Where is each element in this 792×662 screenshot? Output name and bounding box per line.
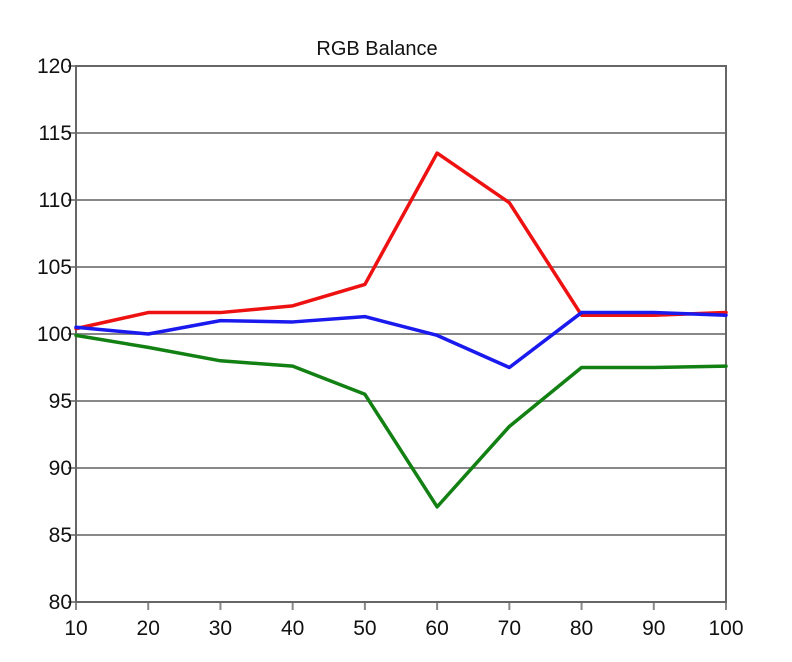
y-tick-label: 115 bbox=[39, 122, 72, 145]
y-tick-label: 80 bbox=[49, 591, 72, 614]
y-tick-label: 85 bbox=[49, 524, 72, 547]
y-tick-label: 95 bbox=[49, 390, 72, 413]
y-tick-label: 100 bbox=[37, 323, 72, 346]
chart-title: RGB Balance bbox=[316, 38, 437, 60]
x-tick-label: 30 bbox=[209, 617, 232, 640]
y-tick-label: 110 bbox=[39, 189, 72, 212]
x-tick-label: 20 bbox=[137, 617, 160, 640]
y-tick-label: 90 bbox=[49, 457, 72, 480]
x-axis-tick-labels: 10 20 30 40 50 60 70 80 90 100 bbox=[64, 617, 743, 640]
red-series-line bbox=[74, 151, 728, 331]
y-tick-label: 105 bbox=[37, 256, 72, 279]
grid-lines bbox=[68, 65, 727, 610]
x-tick-label: 100 bbox=[708, 617, 743, 640]
y-tick-label: 120 bbox=[37, 55, 72, 78]
x-tick-label: 90 bbox=[642, 617, 665, 640]
x-tick-label: 60 bbox=[425, 617, 448, 640]
green-series-line bbox=[74, 333, 728, 509]
x-tick-label: 50 bbox=[353, 617, 376, 640]
series-lines bbox=[74, 151, 728, 509]
blue-series-line bbox=[74, 310, 728, 370]
x-tick-label: 40 bbox=[281, 617, 304, 640]
x-tick-label: 10 bbox=[64, 617, 87, 640]
x-tick-label: 80 bbox=[570, 617, 593, 640]
y-axis-tick-labels: 80 85 90 95 100 105 110 115 120 bbox=[37, 55, 72, 614]
x-tick-label: 70 bbox=[498, 617, 521, 640]
